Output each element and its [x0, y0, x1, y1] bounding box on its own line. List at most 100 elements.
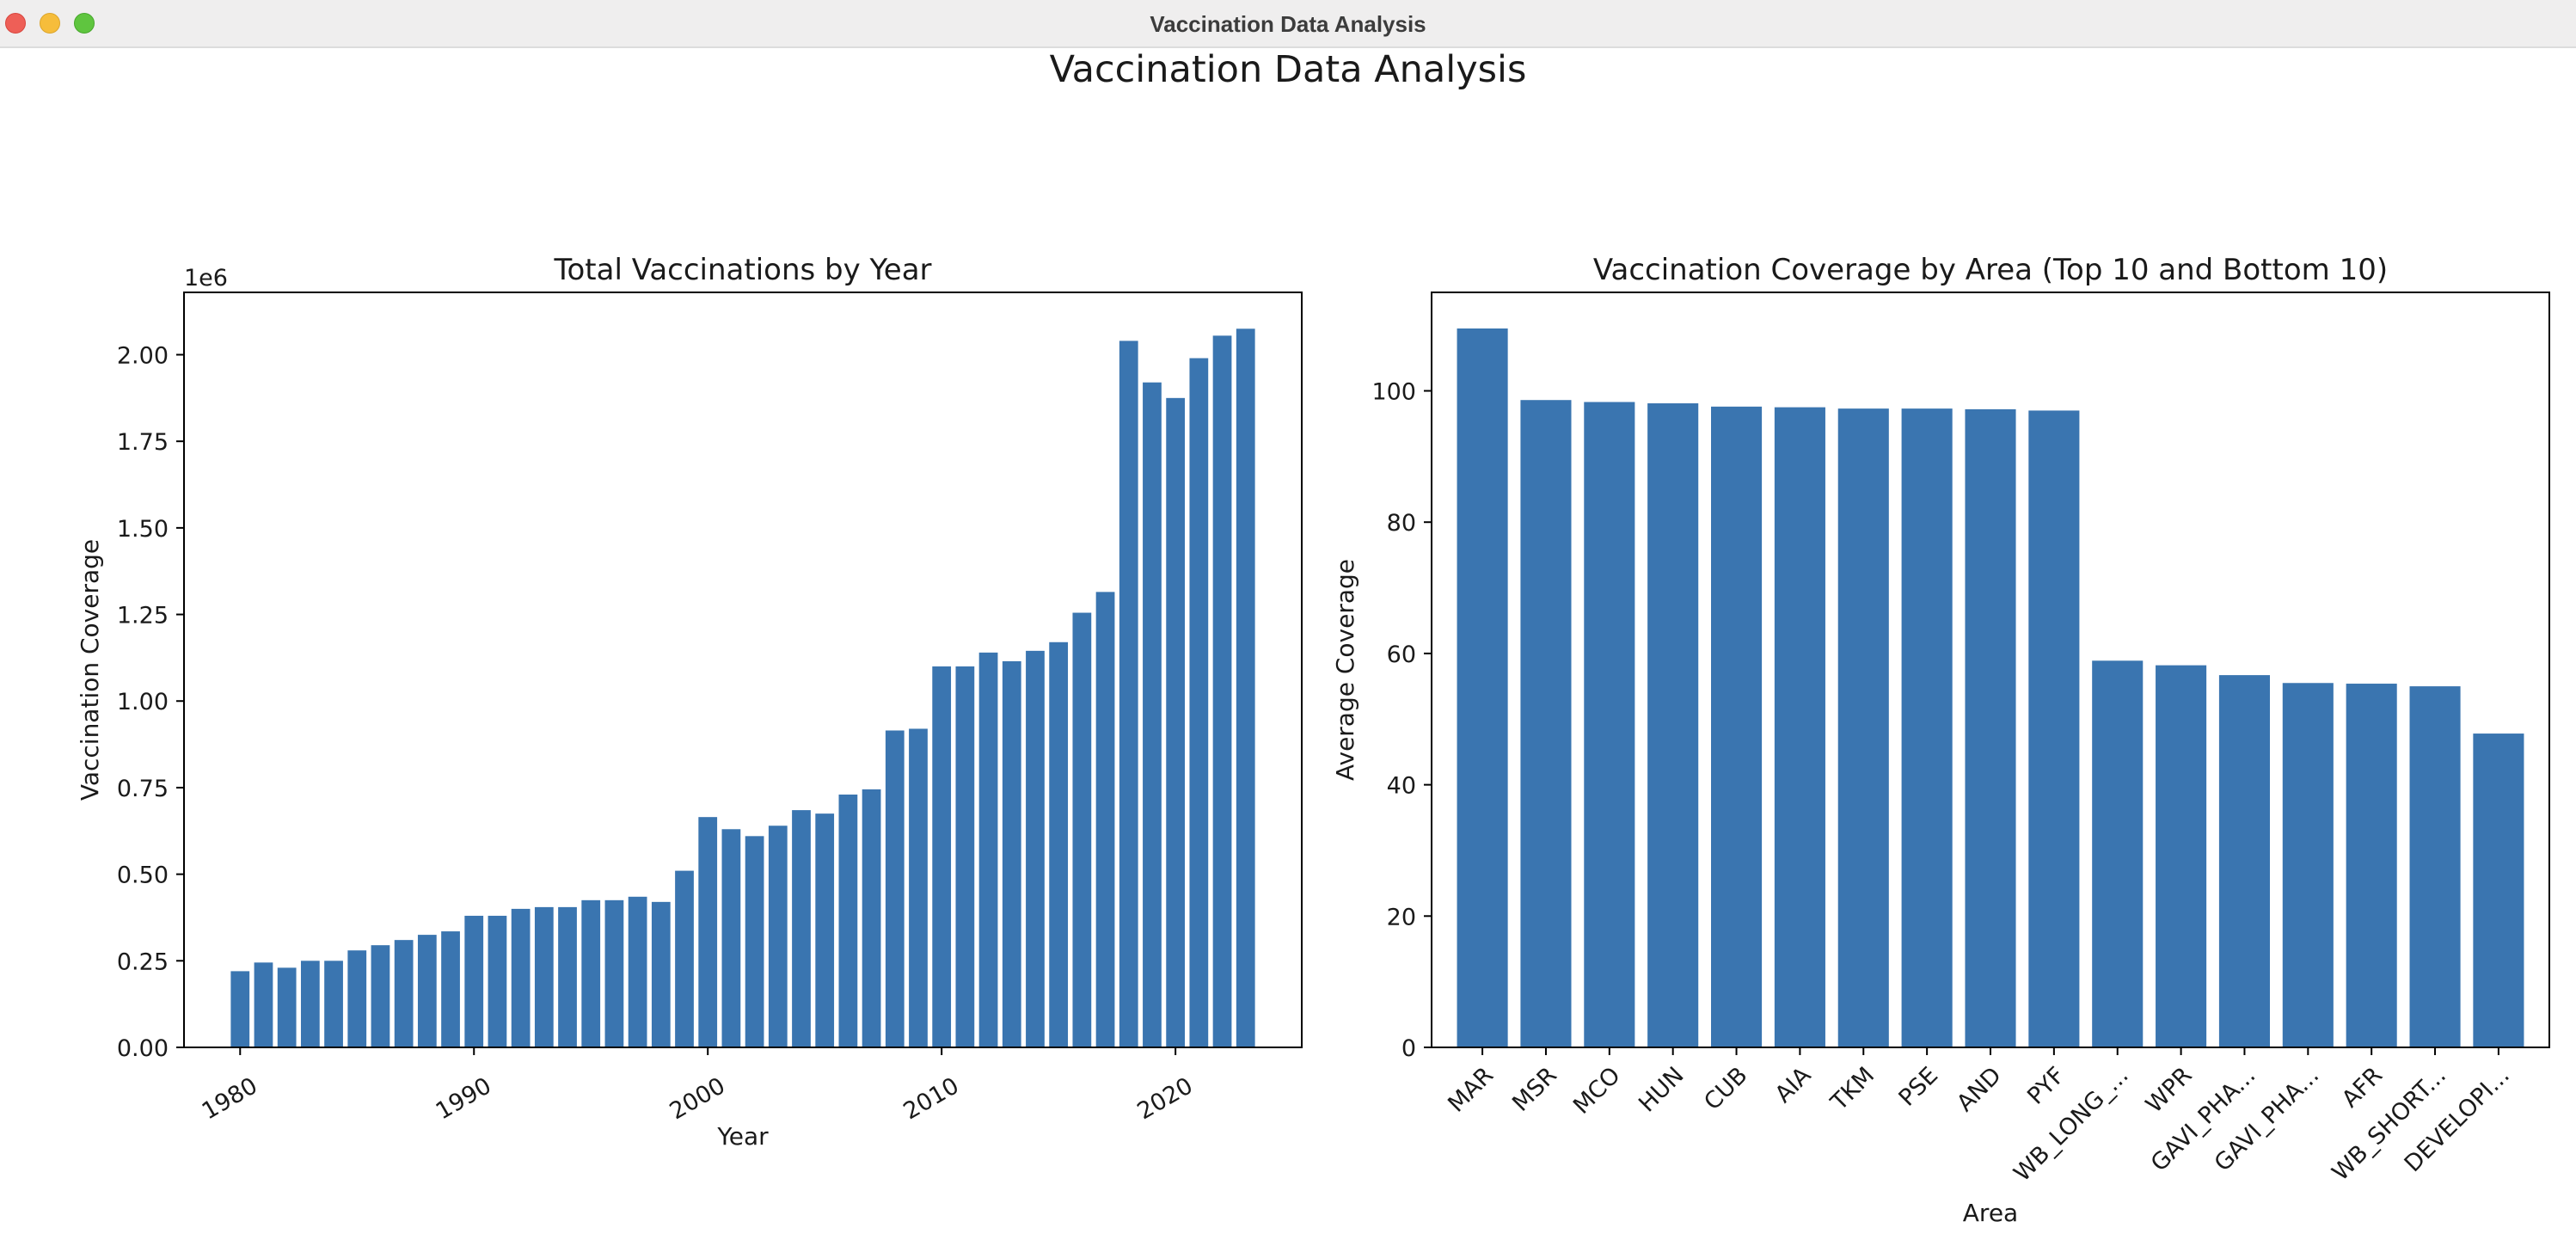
y-tick-label: 20 — [1387, 904, 1416, 930]
chart-title-right: Vaccination Coverage by Area (Top 10 and… — [1593, 253, 2388, 287]
zoom-window-button[interactable] — [74, 13, 95, 34]
bar-area-1 — [1520, 400, 1572, 1047]
bar-year-2009 — [909, 728, 928, 1047]
bar-year-1991 — [488, 915, 507, 1047]
plot-frame-left — [184, 292, 1302, 1047]
bar-year-2019 — [1143, 382, 1162, 1048]
bars-right — [1457, 328, 2524, 1048]
y-tick-label: 0.00 — [117, 1035, 169, 1062]
bar-area-8 — [1965, 408, 2016, 1047]
y-tick-label: 2.00 — [117, 342, 169, 369]
y-offset-text-left: 1e6 — [184, 265, 228, 292]
y-tick-label: 1.75 — [117, 429, 169, 456]
bar-year-2008 — [885, 730, 905, 1047]
bar-year-2005 — [815, 813, 835, 1047]
x-tick-label: MSR — [1507, 1062, 1562, 1117]
bar-year-1990 — [464, 915, 484, 1047]
bar-year-1988 — [417, 935, 437, 1047]
bar-year-2007 — [862, 789, 881, 1047]
chart-title-left: Total Vaccinations by Year — [553, 253, 931, 287]
bar-year-2020 — [1166, 397, 1186, 1047]
y-tick-label: 1.25 — [117, 603, 169, 629]
close-window-button[interactable] — [5, 13, 26, 34]
bar-year-1982 — [277, 967, 297, 1047]
x-tick-label: 1980 — [198, 1072, 262, 1125]
y-tick-label: 0.75 — [117, 776, 169, 802]
bar-year-1999 — [675, 870, 694, 1047]
bar-year-1983 — [300, 961, 320, 1047]
x-tick-label: MCO — [1568, 1062, 1626, 1120]
bar-area-12 — [2218, 675, 2270, 1047]
x-tick-label: PSE — [1893, 1062, 1943, 1112]
chart-coverage-by-area: Vaccination Coverage by Area (Top 10 and… — [1331, 253, 2550, 1227]
bar-year-1980 — [230, 971, 250, 1047]
bar-area-3 — [1647, 403, 1699, 1047]
bar-area-15 — [2409, 686, 2461, 1047]
bar-area-4 — [1711, 406, 1763, 1047]
bar-year-2010 — [932, 666, 952, 1047]
y-tick-label: 1.50 — [117, 516, 169, 543]
bar-year-1989 — [441, 931, 460, 1047]
bar-year-1994 — [558, 906, 577, 1047]
bar-year-2023 — [1236, 328, 1255, 1047]
bar-year-1981 — [254, 962, 273, 1047]
bar-year-2002 — [745, 836, 764, 1047]
y-tick-label: 100 — [1371, 379, 1416, 406]
bar-year-1984 — [324, 961, 343, 1047]
bar-year-2021 — [1189, 358, 1209, 1047]
bar-area-14 — [2346, 684, 2397, 1047]
y-axis-label-left: Vaccination Coverage — [76, 539, 104, 801]
bar-year-1985 — [347, 950, 367, 1047]
bar-area-2 — [1584, 402, 1635, 1047]
bar-area-5 — [1774, 407, 1825, 1047]
x-axis-label-left: Year — [716, 1122, 769, 1151]
bar-year-2004 — [792, 810, 811, 1047]
bar-year-2001 — [721, 829, 741, 1047]
x-tick-label: MAR — [1443, 1062, 1499, 1118]
figure-suptitle: Vaccination Data Analysis — [1049, 48, 1527, 91]
bar-year-1992 — [511, 908, 531, 1047]
bar-year-2014 — [1026, 650, 1045, 1047]
bar-area-13 — [2282, 683, 2334, 1047]
bar-year-2015 — [1049, 641, 1069, 1047]
x-ticks-right: MAR MSR MCO HUN CUB AIA TKM PSE AND PYFWB_LONG_..… — [1443, 1047, 2515, 1187]
y-ticks-right: 0 20 40 60 80 100 — [1371, 379, 1432, 1062]
x-tick-label: WPR — [2141, 1062, 2198, 1119]
y-ticks-left: 0.00 0.25 0.50 0.75 1.00 1.25 1.50 1.75 2.00 — [117, 342, 184, 1062]
bar-year-2017 — [1095, 592, 1115, 1047]
window-titlebar: Vaccination Data Analysis — [0, 0, 2576, 48]
bar-area-6 — [1837, 408, 1889, 1048]
y-tick-label: 80 — [1387, 510, 1416, 537]
x-tick-label: WB_SHORT... — [2328, 1062, 2451, 1186]
y-tick-label: 0.25 — [117, 948, 169, 975]
bar-year-1997 — [628, 896, 647, 1047]
bar-year-1996 — [604, 899, 624, 1047]
bar-area-10 — [2092, 660, 2144, 1047]
bar-year-2012 — [978, 652, 998, 1047]
x-tick-label: 2020 — [1133, 1072, 1198, 1125]
minimize-window-button[interactable] — [40, 13, 60, 34]
bar-year-2011 — [955, 666, 975, 1047]
bar-year-1995 — [581, 899, 601, 1047]
x-tick-label: AIA — [1770, 1062, 1817, 1108]
x-tick-label: PYF — [2022, 1062, 2070, 1110]
bars-left — [230, 328, 1255, 1048]
bar-year-2000 — [698, 817, 718, 1047]
y-tick-label: 1.00 — [117, 689, 169, 715]
bar-year-1987 — [394, 940, 414, 1047]
bar-year-2006 — [838, 794, 858, 1047]
plot-border-right — [1431, 292, 2550, 1048]
x-tick-label: AND — [1952, 1062, 2007, 1117]
x-tick-label: 2000 — [665, 1072, 730, 1125]
bar-area-16 — [2473, 734, 2524, 1047]
bar-year-2016 — [1072, 612, 1092, 1047]
bar-year-2013 — [1002, 660, 1021, 1047]
x-ticks-left: 1980 1990 2000 2010 2020 — [198, 1047, 1198, 1125]
bar-year-1986 — [371, 945, 390, 1047]
y-tick-label: 40 — [1387, 773, 1416, 800]
window-title: Vaccination Data Analysis — [1150, 11, 1426, 37]
bar-year-1998 — [651, 901, 671, 1047]
bar-year-2003 — [768, 826, 788, 1047]
x-tick-label: CUB — [1699, 1062, 1752, 1115]
y-tick-label: 0.50 — [117, 862, 169, 889]
